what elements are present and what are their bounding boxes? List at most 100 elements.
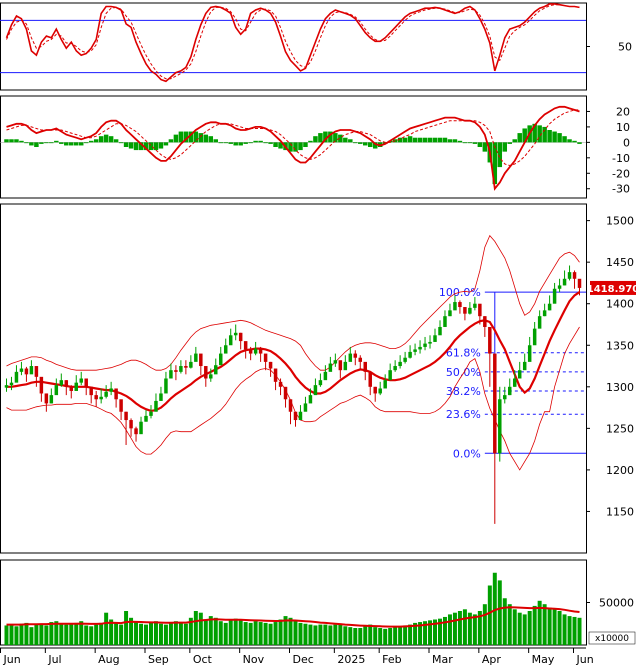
volume-bar xyxy=(119,624,124,645)
candle-body xyxy=(413,349,417,352)
candle-body xyxy=(19,368,24,372)
macd-histogram-bar xyxy=(93,139,99,143)
volume-bar xyxy=(223,622,228,645)
candle-body xyxy=(258,348,263,354)
volume-bar xyxy=(358,628,363,645)
candle-body xyxy=(338,360,343,371)
macd-histogram-bar xyxy=(492,142,498,185)
volume-bar xyxy=(552,609,557,645)
macd-histogram-bar xyxy=(88,140,94,143)
candle-body xyxy=(423,343,427,347)
candle-body xyxy=(542,310,547,317)
volume-bar xyxy=(278,619,283,645)
price-tick-label: 1200 xyxy=(606,464,634,477)
macd-histogram-bar xyxy=(208,136,214,143)
volume-bar xyxy=(34,624,39,645)
macd-histogram-bar xyxy=(223,142,228,144)
macd-histogram-bar xyxy=(577,142,582,144)
candle-body xyxy=(298,411,303,421)
candle-body xyxy=(273,368,278,382)
candle-body xyxy=(214,365,218,375)
volume-bar xyxy=(168,622,173,645)
candle-body xyxy=(209,374,213,379)
candle-body xyxy=(219,353,223,366)
volume-bar xyxy=(572,616,577,645)
volume-bar xyxy=(577,617,582,645)
macd-histogram-bar xyxy=(537,125,542,143)
macd-histogram-bar xyxy=(427,137,433,143)
month-label: 2025 xyxy=(337,653,365,666)
macd-histogram-bar xyxy=(298,142,303,151)
macd-histogram-bar xyxy=(323,131,328,143)
candle-body xyxy=(39,376,44,394)
volume-bar xyxy=(413,622,418,645)
macd-histogram-bar xyxy=(477,142,483,147)
candle-body xyxy=(438,326,442,336)
macd-histogram-bar xyxy=(54,140,59,143)
volume-bar xyxy=(467,612,472,645)
candle-body xyxy=(463,307,467,314)
candle-body xyxy=(353,353,358,358)
panel-frame-price xyxy=(0,203,587,554)
candle-body xyxy=(84,378,88,387)
volume-bar xyxy=(94,624,99,645)
candle-body xyxy=(139,421,143,435)
candle-body xyxy=(527,345,532,362)
volume-bar xyxy=(153,621,158,645)
candle-body xyxy=(508,386,512,396)
candle-body xyxy=(199,353,203,367)
volume-bar xyxy=(318,624,323,645)
volume-bar xyxy=(24,622,29,645)
candle-body xyxy=(179,366,183,372)
candle-body xyxy=(567,272,572,279)
macd-histogram-bar xyxy=(253,140,258,143)
candle-body xyxy=(288,399,293,412)
macd-histogram-bar xyxy=(29,142,34,146)
volume-bar xyxy=(268,623,273,645)
candle-body xyxy=(248,349,253,354)
volume-bar xyxy=(49,622,54,645)
volume-bar xyxy=(273,622,278,645)
macd-histogram-bar xyxy=(452,139,458,143)
volume-bar xyxy=(253,621,258,645)
volume-bar xyxy=(173,621,178,645)
volume-bar xyxy=(512,609,517,645)
volume-bar xyxy=(4,625,9,645)
macd-histogram-bar xyxy=(34,142,39,147)
volume-bar xyxy=(393,627,398,645)
volume-bar xyxy=(517,612,522,645)
last-price-label: 1418.970 xyxy=(587,284,638,295)
volume-bar xyxy=(188,617,193,645)
volume-bar xyxy=(403,625,408,645)
candle-body xyxy=(278,381,283,387)
volume-bar xyxy=(213,617,218,645)
macd-histogram-bar xyxy=(178,131,184,143)
volume-bar xyxy=(567,616,572,645)
macd-histogram-bar xyxy=(288,142,293,152)
price-tick-label: 1350 xyxy=(606,339,634,352)
candle-body xyxy=(453,302,457,311)
month-label: Nov xyxy=(243,653,265,666)
candle-body xyxy=(408,351,412,358)
volume-bar xyxy=(333,624,338,645)
volume-bar xyxy=(248,622,253,645)
candle-body xyxy=(283,386,288,400)
macd-histogram-bar xyxy=(567,139,572,143)
price-tick-label: 1150 xyxy=(606,505,634,518)
volume-bar xyxy=(99,622,104,645)
volume-bar xyxy=(532,605,537,645)
volume-bar xyxy=(368,624,373,645)
macd-histogram-bar xyxy=(308,140,313,143)
volume-bar xyxy=(482,604,487,645)
macd-histogram-bar xyxy=(138,142,144,151)
macd-signal-line xyxy=(6,109,580,167)
candle-body xyxy=(174,370,178,372)
volume-bar xyxy=(383,628,388,645)
macd-histogram-bar xyxy=(293,142,298,152)
month-label: Apr xyxy=(482,653,502,666)
volume-bar xyxy=(557,611,562,645)
volume-bar xyxy=(69,623,74,645)
macd-histogram-bar xyxy=(547,130,552,143)
macd-tick-label: -30 xyxy=(612,183,630,196)
